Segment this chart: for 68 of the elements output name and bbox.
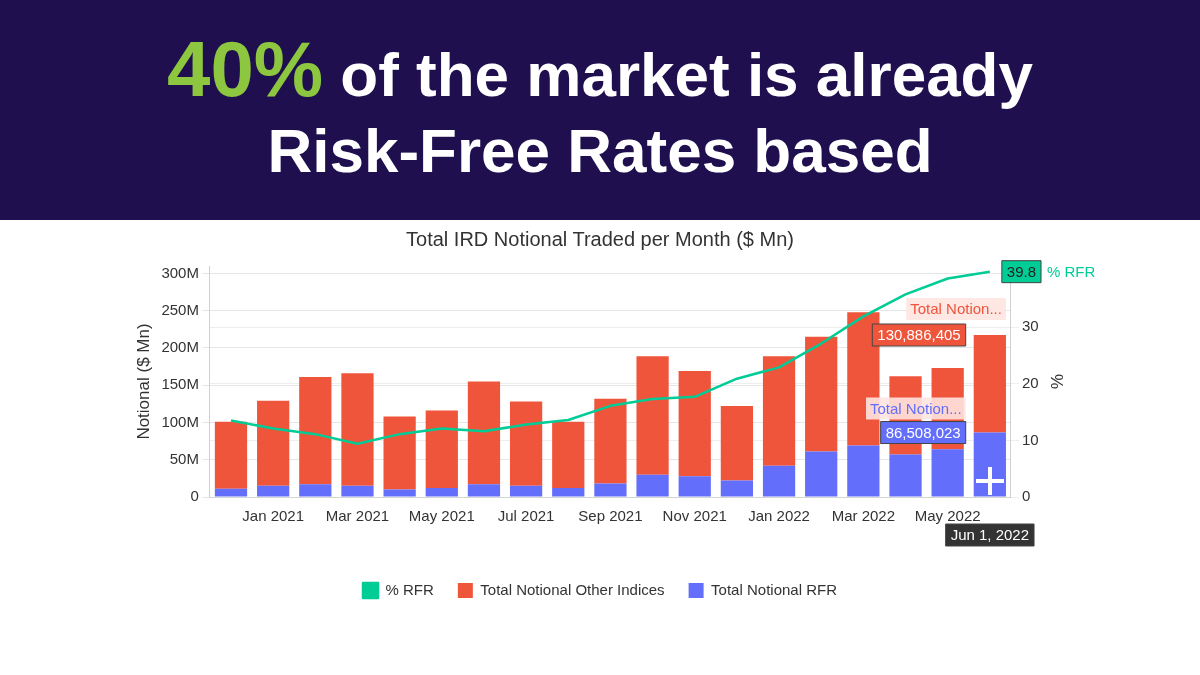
y-tick-label: 0: [190, 487, 199, 505]
bar: [467, 381, 501, 485]
x-tick-label: Nov 2021: [662, 507, 727, 525]
x-tick-label: Jul 2021: [497, 507, 555, 525]
bar: [257, 485, 290, 497]
bar: [636, 356, 669, 475]
bar: [214, 488, 248, 497]
bar: [931, 449, 964, 497]
bar: [341, 373, 374, 486]
bar: [847, 445, 880, 497]
x-tick-label: Sep 2021: [578, 507, 643, 525]
y2-tick-label: 30: [1021, 317, 1039, 335]
legend-label: Total Notional Other Indices: [480, 580, 665, 598]
bar: [805, 336, 838, 452]
bar: [762, 465, 796, 497]
bar: [552, 421, 585, 489]
legend-label: % RFR: [385, 580, 435, 598]
bar: [720, 406, 754, 481]
y2-axis-title: %: [1047, 373, 1067, 390]
bar: [467, 484, 501, 497]
bar: [425, 410, 458, 489]
annotation: Total Notion...: [869, 399, 962, 417]
y-tick-label: 150M: [161, 375, 199, 393]
annotation: 39.8: [1006, 262, 1037, 280]
x-tick-label: Jan 2021: [242, 507, 305, 525]
y-axis-title: Notional ($ Mn): [133, 323, 153, 440]
legend-label: Total Notional RFR: [711, 580, 838, 598]
bar: [805, 451, 838, 497]
bar: [425, 488, 458, 497]
y2-tick-label: 20: [1021, 373, 1039, 391]
x-tick-label: Mar 2021: [325, 507, 390, 525]
bar: [299, 377, 332, 485]
y-tick-label: 300M: [161, 263, 199, 281]
bar: [720, 480, 754, 497]
bar: [636, 474, 669, 497]
bar: [552, 488, 585, 497]
annotation: 130,886,405: [877, 326, 961, 344]
bar: [341, 485, 374, 497]
y-tick-label: 50M: [169, 449, 199, 467]
bar: [889, 454, 922, 497]
bar: [762, 356, 796, 466]
bar: [678, 476, 711, 497]
bar: [509, 401, 543, 486]
bar: [509, 485, 543, 497]
x-tick-label: Mar 2022: [831, 507, 896, 525]
y-tick-label: 200M: [161, 338, 199, 356]
bar: [257, 400, 290, 486]
bar: [594, 398, 627, 484]
bar: [973, 335, 1006, 433]
y2-tick-label: 0: [1021, 487, 1031, 505]
annotation: Total Notion...: [910, 300, 1002, 318]
text: Jun 1, 2022: [950, 526, 1030, 544]
bar: [383, 489, 416, 497]
x-tick-label: May 2022: [914, 507, 981, 525]
bar: [214, 421, 248, 489]
y-tick-label: 100M: [161, 412, 199, 430]
bar: [299, 484, 332, 497]
text: % RFR: [1047, 262, 1096, 280]
y-tick-label: 250M: [161, 300, 199, 318]
bar: [383, 416, 416, 490]
y2-tick-label: 10: [1021, 430, 1039, 448]
x-tick-label: May 2021: [408, 507, 475, 525]
chart-title: 40% of the market is already Risk-Free Rates based: [166, 25, 1034, 187]
chart-subtitle: Total IRD Notional Traded per Month ($ Mn): [406, 227, 794, 250]
x-tick-label: Jan 2022: [748, 507, 810, 525]
annotation: 86,508,023: [885, 423, 961, 441]
bar: [594, 483, 627, 497]
bar: [678, 371, 711, 477]
